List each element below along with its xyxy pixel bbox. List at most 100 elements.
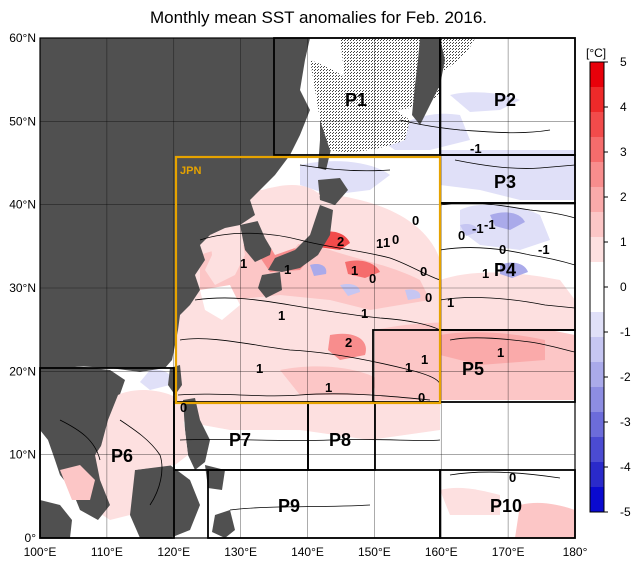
contour-label: 1 [325,380,332,395]
longitude-tick-label: 170°E [492,545,525,559]
colorbar-cell [590,487,604,513]
colorbar-tick-label: 3 [620,145,627,159]
contour-label: 0 [418,390,425,405]
colorbar-tick-label: 4 [620,100,627,114]
latitude-tick-label: 10°N [9,448,36,462]
latitude-tick-label: 0° [25,531,37,545]
longitude-tick-label: 150°E [358,545,391,559]
contour-label: 1 [240,256,247,271]
colorbar-cell [590,87,604,113]
region-label-p5: P5 [462,359,484,379]
contour-value-labels: 2 1 1 1 1 0 1 0 0 0 1 1 0 1 1 1 2 1 1 1 … [180,141,550,485]
contour-label: 1 [421,352,428,367]
contour-label: -1 [472,221,484,236]
latitude-tick-label: 40°N [9,198,36,212]
colorbar-tick-label: -2 [620,370,631,384]
sea-of-japan [255,185,320,255]
colorbar-cell [590,137,604,163]
region-label-p3: P3 [494,172,516,192]
contour-label: 1 [361,306,368,321]
contour-label: 1 [278,308,285,323]
colorbar-cells [590,62,604,513]
colorbar-tick-label: -3 [620,415,631,429]
map-title: Monthly mean SST anomalies for Feb. 2016… [149,8,488,27]
longitude-tick-label: 160°E [425,545,458,559]
colorbar-unit: [°C] [586,46,606,60]
contour-label: -1 [470,141,482,156]
latitude-tick-label: 50°N [9,114,36,128]
contour-label: 1 [447,295,454,310]
latitude-tick-label: 60°N [9,31,36,45]
latitude-tick-label: 30°N [9,281,36,295]
contour-label: 1 [376,236,383,251]
gulf-of-thailand [60,465,95,500]
colorbar-cell [590,112,604,138]
region-label-p9: P9 [278,496,300,516]
south-china-sea [100,390,188,470]
longitude-tick-label: 120°E [157,545,190,559]
contour-label: 1 [256,361,263,376]
contour-label: -1 [538,242,550,257]
east-china-sea [200,285,240,320]
longitude-tick-label: 180° [563,545,588,559]
colorbar-cell [590,437,604,463]
region-box-jpn [174,155,442,405]
colorbar-cell [590,362,604,388]
colorbar-tick-label: -1 [620,325,631,339]
contour-lines [59,119,575,511]
contour-label: 1 [405,360,412,375]
longitude-tick-label: 110°E [91,545,123,559]
contour-label: 1 [284,262,291,277]
contour-label: 0 [369,271,376,286]
region-label-p6: P6 [111,446,133,466]
colorbar-tick-label: 1 [620,235,627,249]
colorbar-cell [590,187,604,213]
colorbar: [°C] 5 4 3 2 1 0 -1 -2 -3 -4 -5 [586,46,631,519]
colorbar-tick-label: -5 [620,505,631,519]
longitude-tick-label: 130°E [224,545,257,559]
region-label-p1: P1 [345,90,367,110]
colorbar-cell [590,287,604,313]
latitude-tick-label: 20°N [9,364,36,378]
contour-label: 1 [383,235,390,250]
contour-label: 0 [499,242,506,257]
longitude-tick-label: 100°E [24,545,57,559]
colorbar-cell [590,337,604,363]
contour-label: 0 [420,264,427,279]
colorbar-cell [590,462,604,488]
colorbar-labels: 5 4 3 2 1 0 -1 -2 -3 -4 -5 [604,55,631,519]
region-label-p4: P4 [494,260,516,280]
colorbar-cell [590,387,604,413]
contour-label: 0 [392,232,399,247]
region-label-p10: P10 [490,496,522,516]
region-label-p7: P7 [229,430,251,450]
colorbar-cell [590,212,604,238]
latitude-labels: 0° 10°N 20°N 30°N 40°N 50°N 60°N [9,31,36,545]
colorbar-cell [590,312,604,338]
colorbar-cell [590,262,604,288]
contour-label: 0 [425,290,432,305]
region-labels: JPN P1 P2 P3 P4 P5 P6 P7 P8 P9 P10 [111,90,522,516]
contour-label: 0 [412,213,419,228]
colorbar-tick-label: 5 [620,55,627,69]
colorbar-cell [590,162,604,188]
contour-label: 1 [497,345,504,360]
contour-label: 0 [180,400,187,415]
contour-label: 2 [345,335,352,350]
colorbar-tick-label: 0 [620,280,627,294]
contour-label: 0 [509,470,516,485]
colorbar-cell [590,62,604,88]
colorbar-tick-label: 2 [620,190,627,204]
colorbar-cell [590,412,604,438]
region-label-p8: P8 [329,430,351,450]
contour-label: 1 [482,266,489,281]
yellow-sea [205,228,245,285]
contour-label: 0 [458,228,465,243]
colorbar-cell [590,237,604,263]
longitude-labels: 100°E 110°E 120°E 130°E 140°E 150°E 160°E 170°E… [24,545,588,559]
map-frame [39,37,576,539]
longitude-tick-label: 140°E [291,545,324,559]
region-label-p2: P2 [494,90,516,110]
contour-label: 1 [351,263,358,278]
